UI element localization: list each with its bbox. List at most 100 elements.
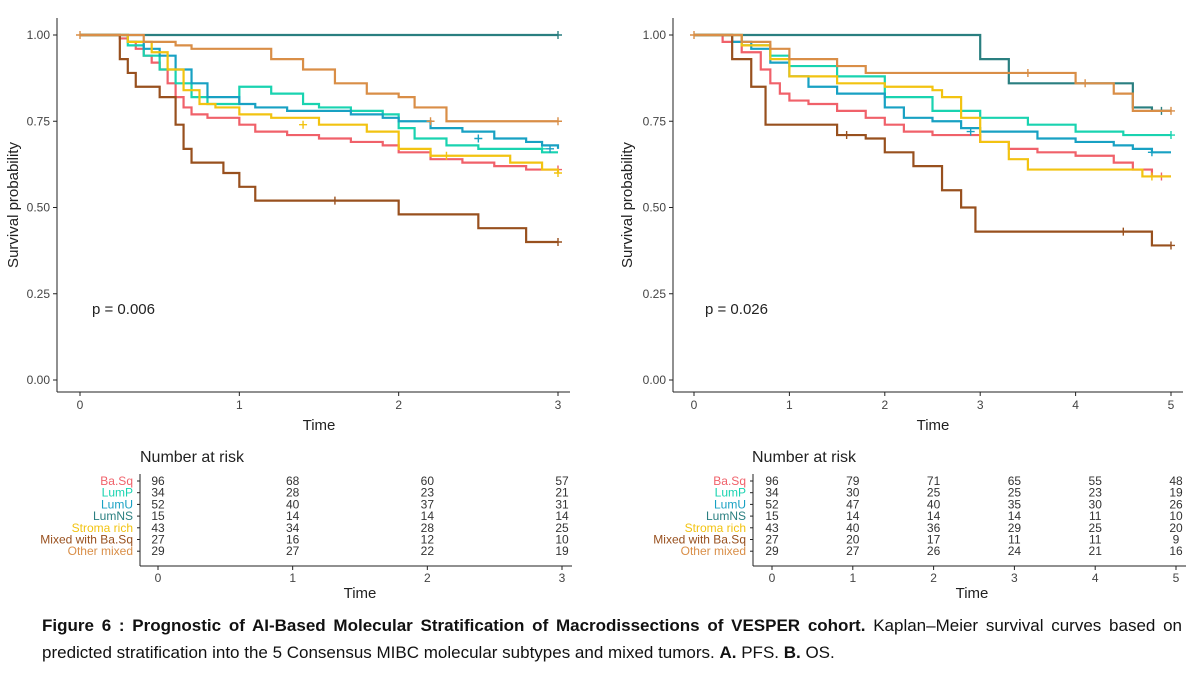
y-axis-label: Survival probability (619, 142, 636, 268)
risk-count: 19 (1169, 486, 1183, 500)
caption-panel-b-label: B. (783, 643, 801, 662)
censor-mark-stroma-rich (299, 120, 308, 129)
risk-count: 14 (1008, 509, 1022, 523)
risk-count: 19 (555, 544, 569, 558)
censor-mark-start (690, 31, 698, 39)
risk-count: 9 (1173, 533, 1180, 547)
x-tick-label: 1 (236, 398, 243, 412)
risk-count: 21 (555, 486, 569, 500)
risk-count: 43 (765, 521, 779, 535)
risk-count: 79 (846, 474, 860, 488)
censor-mark-lumu (1147, 148, 1156, 157)
y-tick-label: 0.00 (643, 373, 667, 387)
risk-count: 11 (1089, 509, 1102, 523)
km-curve-ba-sq (694, 33, 1171, 178)
risk-row-label: Ba.Sq (100, 474, 133, 488)
risk-count: 25 (1008, 486, 1022, 500)
censor-mark-other-mixed (1023, 68, 1032, 77)
risk-row-label: Mixed with Ba.Sq (653, 533, 746, 547)
risk-table-x-label: Time (956, 585, 989, 602)
censor-mark-mixed-with-ba-sq (1119, 227, 1128, 236)
x-tick-label: 3 (977, 398, 984, 412)
risk-count: 21 (1089, 544, 1103, 558)
risk-count: 43 (151, 521, 165, 535)
censor-mark-other-mixed (426, 117, 435, 126)
risk-x-tick-label: 0 (769, 571, 776, 585)
risk-x-tick-label: 1 (289, 571, 296, 585)
risk-count: 60 (421, 474, 435, 488)
risk-count: 15 (765, 509, 779, 523)
risk-count: 10 (1169, 509, 1183, 523)
risk-count: 25 (927, 486, 941, 500)
risk-row-label: Other mixed (681, 544, 746, 558)
risk-count: 35 (1008, 497, 1022, 511)
censor-mark-start (76, 31, 84, 39)
risk-row-label: LumP (715, 486, 746, 500)
risk-count: 26 (1169, 497, 1183, 511)
censor-mark-mixed-with-ba-sq (842, 131, 851, 140)
p-value-annotation: p = 0.006 (92, 301, 155, 318)
km-curve-stroma-rich (694, 33, 1171, 178)
risk-count: 11 (1089, 533, 1102, 547)
risk-count: 71 (927, 474, 941, 488)
km-curve-other-mixed (80, 33, 558, 123)
y-tick-label: 0.50 (27, 201, 51, 215)
risk-count: 40 (286, 497, 300, 511)
y-tick-label: 1.00 (643, 28, 667, 42)
x-tick-label: 0 (77, 398, 84, 412)
risk-count: 29 (1008, 521, 1022, 535)
x-tick-label: 4 (1072, 398, 1079, 412)
x-tick-label: 2 (395, 398, 402, 412)
risk-count: 14 (927, 509, 941, 523)
risk-count: 14 (846, 509, 860, 523)
risk-row-label: Stroma rich (685, 521, 746, 535)
risk-count: 34 (151, 486, 165, 500)
risk-row-label: Other mixed (68, 544, 133, 558)
censor-mark-mixed-with-ba-sq (1167, 241, 1175, 250)
risk-count: 20 (846, 533, 860, 547)
risk-x-tick-label: 3 (559, 571, 566, 585)
risk-row-label: Mixed with Ba.Sq (40, 533, 133, 547)
risk-row-label: LumP (102, 486, 133, 500)
risk-count: 20 (1169, 521, 1183, 535)
risk-count: 55 (1089, 474, 1103, 488)
risk-count: 31 (555, 497, 569, 511)
risk-count: 15 (151, 509, 165, 523)
p-value-annotation: p = 0.026 (705, 301, 768, 318)
y-tick-label: 0.50 (643, 201, 667, 215)
risk-count: 36 (927, 521, 941, 535)
risk-row-label: Stroma rich (72, 521, 133, 535)
risk-count: 29 (151, 544, 165, 558)
caption-panel-b-text: OS. (800, 643, 835, 662)
risk-row-label: LumNS (706, 509, 746, 523)
risk-count: 40 (927, 497, 941, 511)
risk-count: 27 (846, 544, 860, 558)
risk-x-tick-label: 0 (155, 571, 162, 585)
risk-count: 27 (151, 533, 165, 547)
risk-count: 10 (555, 533, 569, 547)
x-tick-label: 2 (881, 398, 888, 412)
risk-count: 14 (286, 509, 300, 523)
risk-count: 28 (286, 486, 300, 500)
censor-mark-lumu (546, 144, 555, 153)
risk-count: 30 (1089, 497, 1103, 511)
km-curve-stroma-rich (80, 33, 560, 173)
risk-count: 17 (927, 533, 941, 547)
risk-row-label: LumU (714, 497, 746, 511)
risk-count: 27 (765, 533, 779, 547)
risk-x-tick-label: 3 (1011, 571, 1018, 585)
risk-count: 57 (555, 474, 569, 488)
risk-count: 24 (1008, 544, 1022, 558)
risk-count: 96 (765, 474, 779, 488)
censor-mark-stroma-rich (442, 151, 451, 160)
risk-count: 12 (421, 533, 435, 547)
km-curve-mixed-with-ba-sq (694, 33, 1171, 247)
risk-count: 48 (1169, 474, 1183, 488)
risk-count: 34 (286, 521, 300, 535)
risk-count: 30 (846, 486, 860, 500)
caption-text: Kaplan–Meier survival curves based on pr… (42, 616, 1183, 662)
km-curve-mixed-with-ba-sq (80, 33, 558, 244)
risk-x-tick-label: 5 (1173, 571, 1180, 585)
